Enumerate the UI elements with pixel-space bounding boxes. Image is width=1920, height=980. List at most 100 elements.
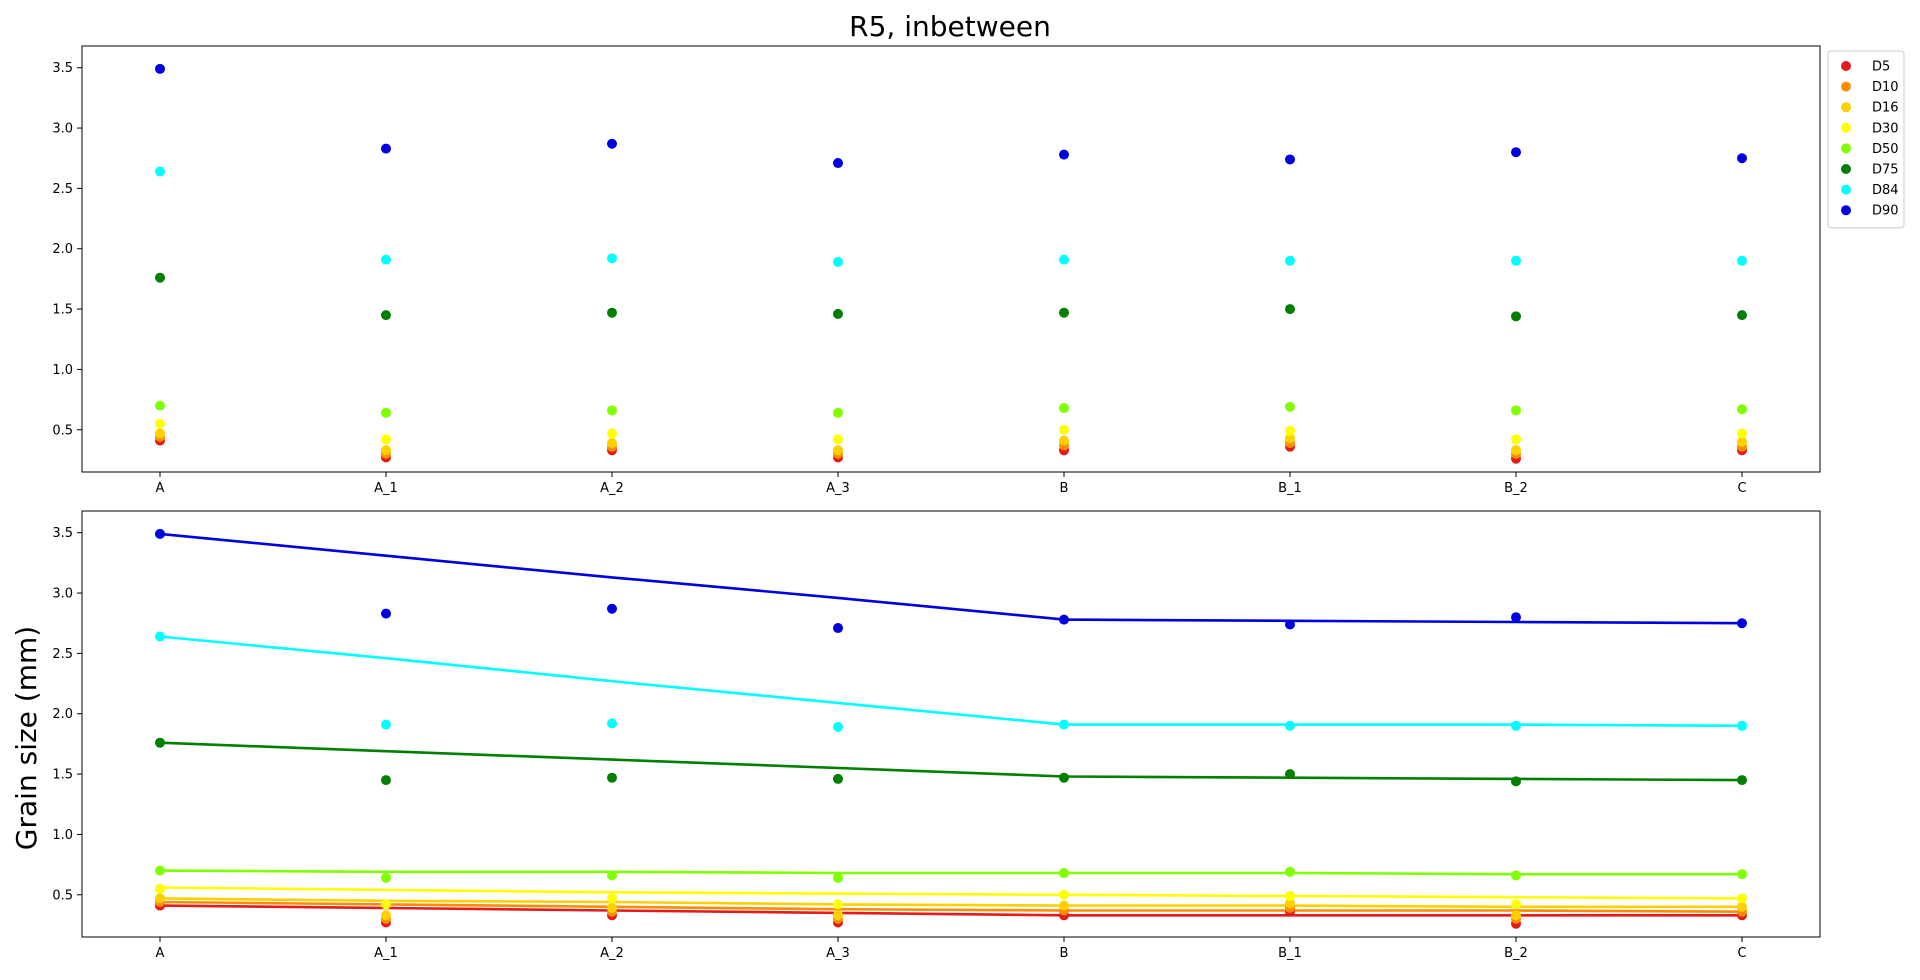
x-tick-label: B [1060, 946, 1069, 961]
data-point-d90 [381, 608, 391, 619]
x-tick-label: B_2 [1504, 946, 1528, 961]
data-point-d16 [1737, 436, 1747, 447]
data-point-d90 [1285, 619, 1295, 630]
data-point-d75 [1511, 776, 1521, 787]
data-point-d16 [607, 438, 617, 449]
data-point-d50 [1285, 401, 1295, 412]
data-point-d75 [833, 773, 843, 784]
y-tick-label: 0.5 [52, 423, 73, 438]
data-point-d16 [1059, 435, 1069, 446]
data-point-d16 [1285, 433, 1295, 444]
data-point-d50 [155, 400, 165, 411]
y-tick-label: 0.5 [52, 888, 73, 903]
data-point-d90 [1511, 147, 1521, 158]
data-point-d30 [381, 434, 391, 445]
data-point-d84 [833, 257, 843, 268]
data-point-d16 [833, 910, 843, 921]
legend-label-d10: D10 [1872, 80, 1899, 95]
legend-label-d90: D90 [1872, 204, 1899, 219]
x-tick-label: B_1 [1278, 946, 1302, 961]
data-point-d75 [1059, 772, 1069, 783]
data-point-d84 [381, 254, 391, 265]
data-point-d84 [381, 719, 391, 730]
data-point-d84 [1285, 255, 1295, 266]
plot-frame [81, 510, 1821, 938]
legend-marker-d50 [1841, 143, 1851, 154]
data-point-d75 [381, 775, 391, 786]
data-point-d30 [1059, 889, 1069, 900]
y-tick-label: 3.5 [52, 61, 73, 76]
data-point-d90 [607, 138, 617, 149]
y-tick-label: 1.5 [52, 768, 73, 783]
chart-title: R5, inbetween [849, 10, 1051, 43]
data-point-d50 [381, 872, 391, 883]
data-point-d90 [1059, 149, 1069, 160]
y-tick-label: 2.5 [52, 647, 73, 662]
data-point-d84 [833, 722, 843, 733]
data-point-d90 [1737, 153, 1747, 164]
data-point-d30 [155, 418, 165, 429]
data-point-d30 [833, 434, 843, 445]
legend-label-d5: D5 [1872, 60, 1890, 75]
fit-line-d75 [159, 741, 1743, 782]
legend-marker-d5 [1841, 61, 1851, 71]
y-tick-label: 2.0 [52, 242, 73, 257]
data-point-d30 [1285, 425, 1295, 436]
legend-label-d16: D16 [1872, 101, 1899, 116]
data-point-d16 [155, 428, 165, 439]
data-point-d75 [1285, 769, 1295, 780]
x-tick-label: A_2 [600, 481, 624, 496]
fit-line-panel: 0.5 1.0 1.5 2.0 2.5 3.0 3.5 A A_1 A_2 A_3 B B_1 B_2 C [52, 510, 1821, 961]
data-point-d30 [833, 899, 843, 910]
fit-line-d30 [159, 886, 1743, 900]
data-point-d75 [155, 272, 165, 283]
data-point-d30 [1059, 424, 1069, 435]
x-tick-label: B [1060, 481, 1069, 496]
data-point-d90 [155, 528, 165, 539]
data-point-d90 [381, 143, 391, 154]
data-point-d75 [833, 308, 843, 319]
data-point-d75 [155, 737, 165, 748]
data-point-d30 [607, 428, 617, 439]
data-point-d90 [1511, 612, 1521, 623]
data-point-d30 [1737, 428, 1747, 439]
data-point-d16 [1511, 445, 1521, 456]
legend-marker-d90 [1841, 205, 1851, 216]
data-point-d16 [381, 910, 391, 921]
legend-label-d75: D75 [1872, 163, 1899, 178]
data-point-d90 [1285, 154, 1295, 165]
data-point-d16 [607, 903, 617, 914]
data-point-d84 [1059, 254, 1069, 265]
data-point-d90 [833, 158, 843, 169]
data-point-d30 [1511, 899, 1521, 910]
data-point-d50 [1511, 405, 1521, 416]
data-point-d50 [833, 872, 843, 883]
data-point-d90 [155, 63, 165, 74]
data-point-d75 [1059, 307, 1069, 318]
data-point-d90 [833, 623, 843, 634]
data-point-d75 [1285, 304, 1295, 315]
data-point-d75 [1737, 775, 1747, 786]
legend-label-d84: D84 [1872, 183, 1899, 198]
legend: D5 D10 D16 D30 D50 D75 D84 D90 [1827, 50, 1905, 229]
data-point-d50 [1059, 868, 1069, 879]
y-tick-label: 1.0 [52, 363, 73, 378]
legend-frame [1827, 50, 1905, 229]
data-point-d16 [1511, 910, 1521, 921]
data-point-d75 [381, 310, 391, 321]
y-tick-label: 3.5 [52, 526, 73, 541]
data-point-d84 [1285, 720, 1295, 731]
plot-frame [81, 45, 1821, 473]
x-tick-label: A_1 [374, 946, 398, 961]
data-point-d84 [607, 253, 617, 264]
y-tick-label: 3.0 [52, 587, 73, 602]
data-point-d50 [607, 870, 617, 881]
x-tick-label: A [156, 481, 165, 496]
y-tick-label: 2.5 [52, 182, 73, 197]
fit-line-d84 [159, 635, 1743, 728]
y-axis-label: Grain size (mm) [10, 626, 43, 850]
data-point-d84 [1511, 720, 1521, 731]
data-point-d30 [607, 893, 617, 904]
